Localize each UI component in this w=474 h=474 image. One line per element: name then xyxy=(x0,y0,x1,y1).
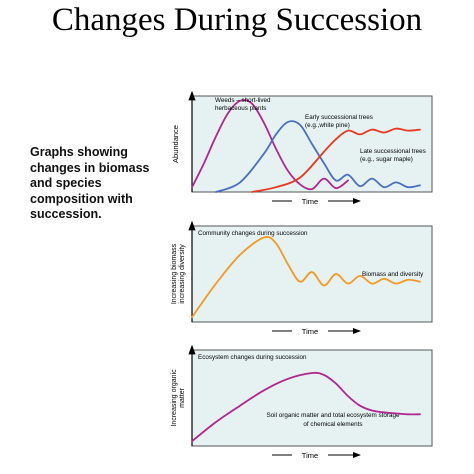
description-line: and species xyxy=(30,176,102,190)
series-line-2-0 xyxy=(191,371,421,443)
abundance-chart: Abundance Time Weeds – short-lived herba… xyxy=(171,90,433,206)
plot-area xyxy=(191,225,433,323)
legend-late-line1: Late successional trees xyxy=(360,148,426,155)
legend-early-line1: Early successional trees xyxy=(305,114,373,121)
series-line-0-0 xyxy=(191,99,349,191)
description-line: Graphs showing xyxy=(30,145,128,159)
description-line: composition with xyxy=(30,191,133,206)
y-axis-label-line2: increasing diversity xyxy=(179,244,186,304)
annotation-line1: Soil organic matter and total ecosystem … xyxy=(266,412,399,419)
description-line: succession. xyxy=(30,207,102,221)
series-line-1-0 xyxy=(191,236,421,319)
series-line-0-1 xyxy=(215,120,421,193)
community-chart: Increasing biomass increasing diversity … xyxy=(171,220,433,336)
y-axis-label-line1: Increasing organic xyxy=(171,369,178,427)
annotation-line2: of chemical elements xyxy=(303,421,362,428)
legend-late-line2: (e.g., sugar maple) xyxy=(360,156,413,163)
y-axis-label: Abundance xyxy=(171,125,180,163)
legend-weeds-line1: Weeds – short-lived xyxy=(215,97,271,104)
description-text: Graphs showing changes in biomass and sp… xyxy=(30,145,165,223)
series-label-biomass: Biomass and diversity xyxy=(362,271,424,278)
legend-weeds-line2: herbaceous plants xyxy=(215,105,266,112)
plot-area xyxy=(191,349,433,447)
description-line: changes in biomass xyxy=(30,160,150,175)
chart-subtitle: Ecosystem changes during succession xyxy=(198,354,307,361)
ecosystem-chart: Increasing organic matter Ecosystem chan… xyxy=(171,344,433,460)
x-axis-label: Time xyxy=(302,197,318,206)
x-axis-label: Time xyxy=(302,327,318,336)
page-title: Changes During Succession xyxy=(51,2,423,38)
y-axis-label-line1: Increasing biomass xyxy=(171,243,178,304)
series-line-0-2 xyxy=(251,127,421,193)
y-axis-label-line2: matter xyxy=(179,387,186,408)
chart-subtitle: Community changes during succession xyxy=(198,230,308,237)
legend-early-line2: (e.g.,white pine) xyxy=(305,122,350,129)
x-axis-label: Time xyxy=(302,451,318,460)
